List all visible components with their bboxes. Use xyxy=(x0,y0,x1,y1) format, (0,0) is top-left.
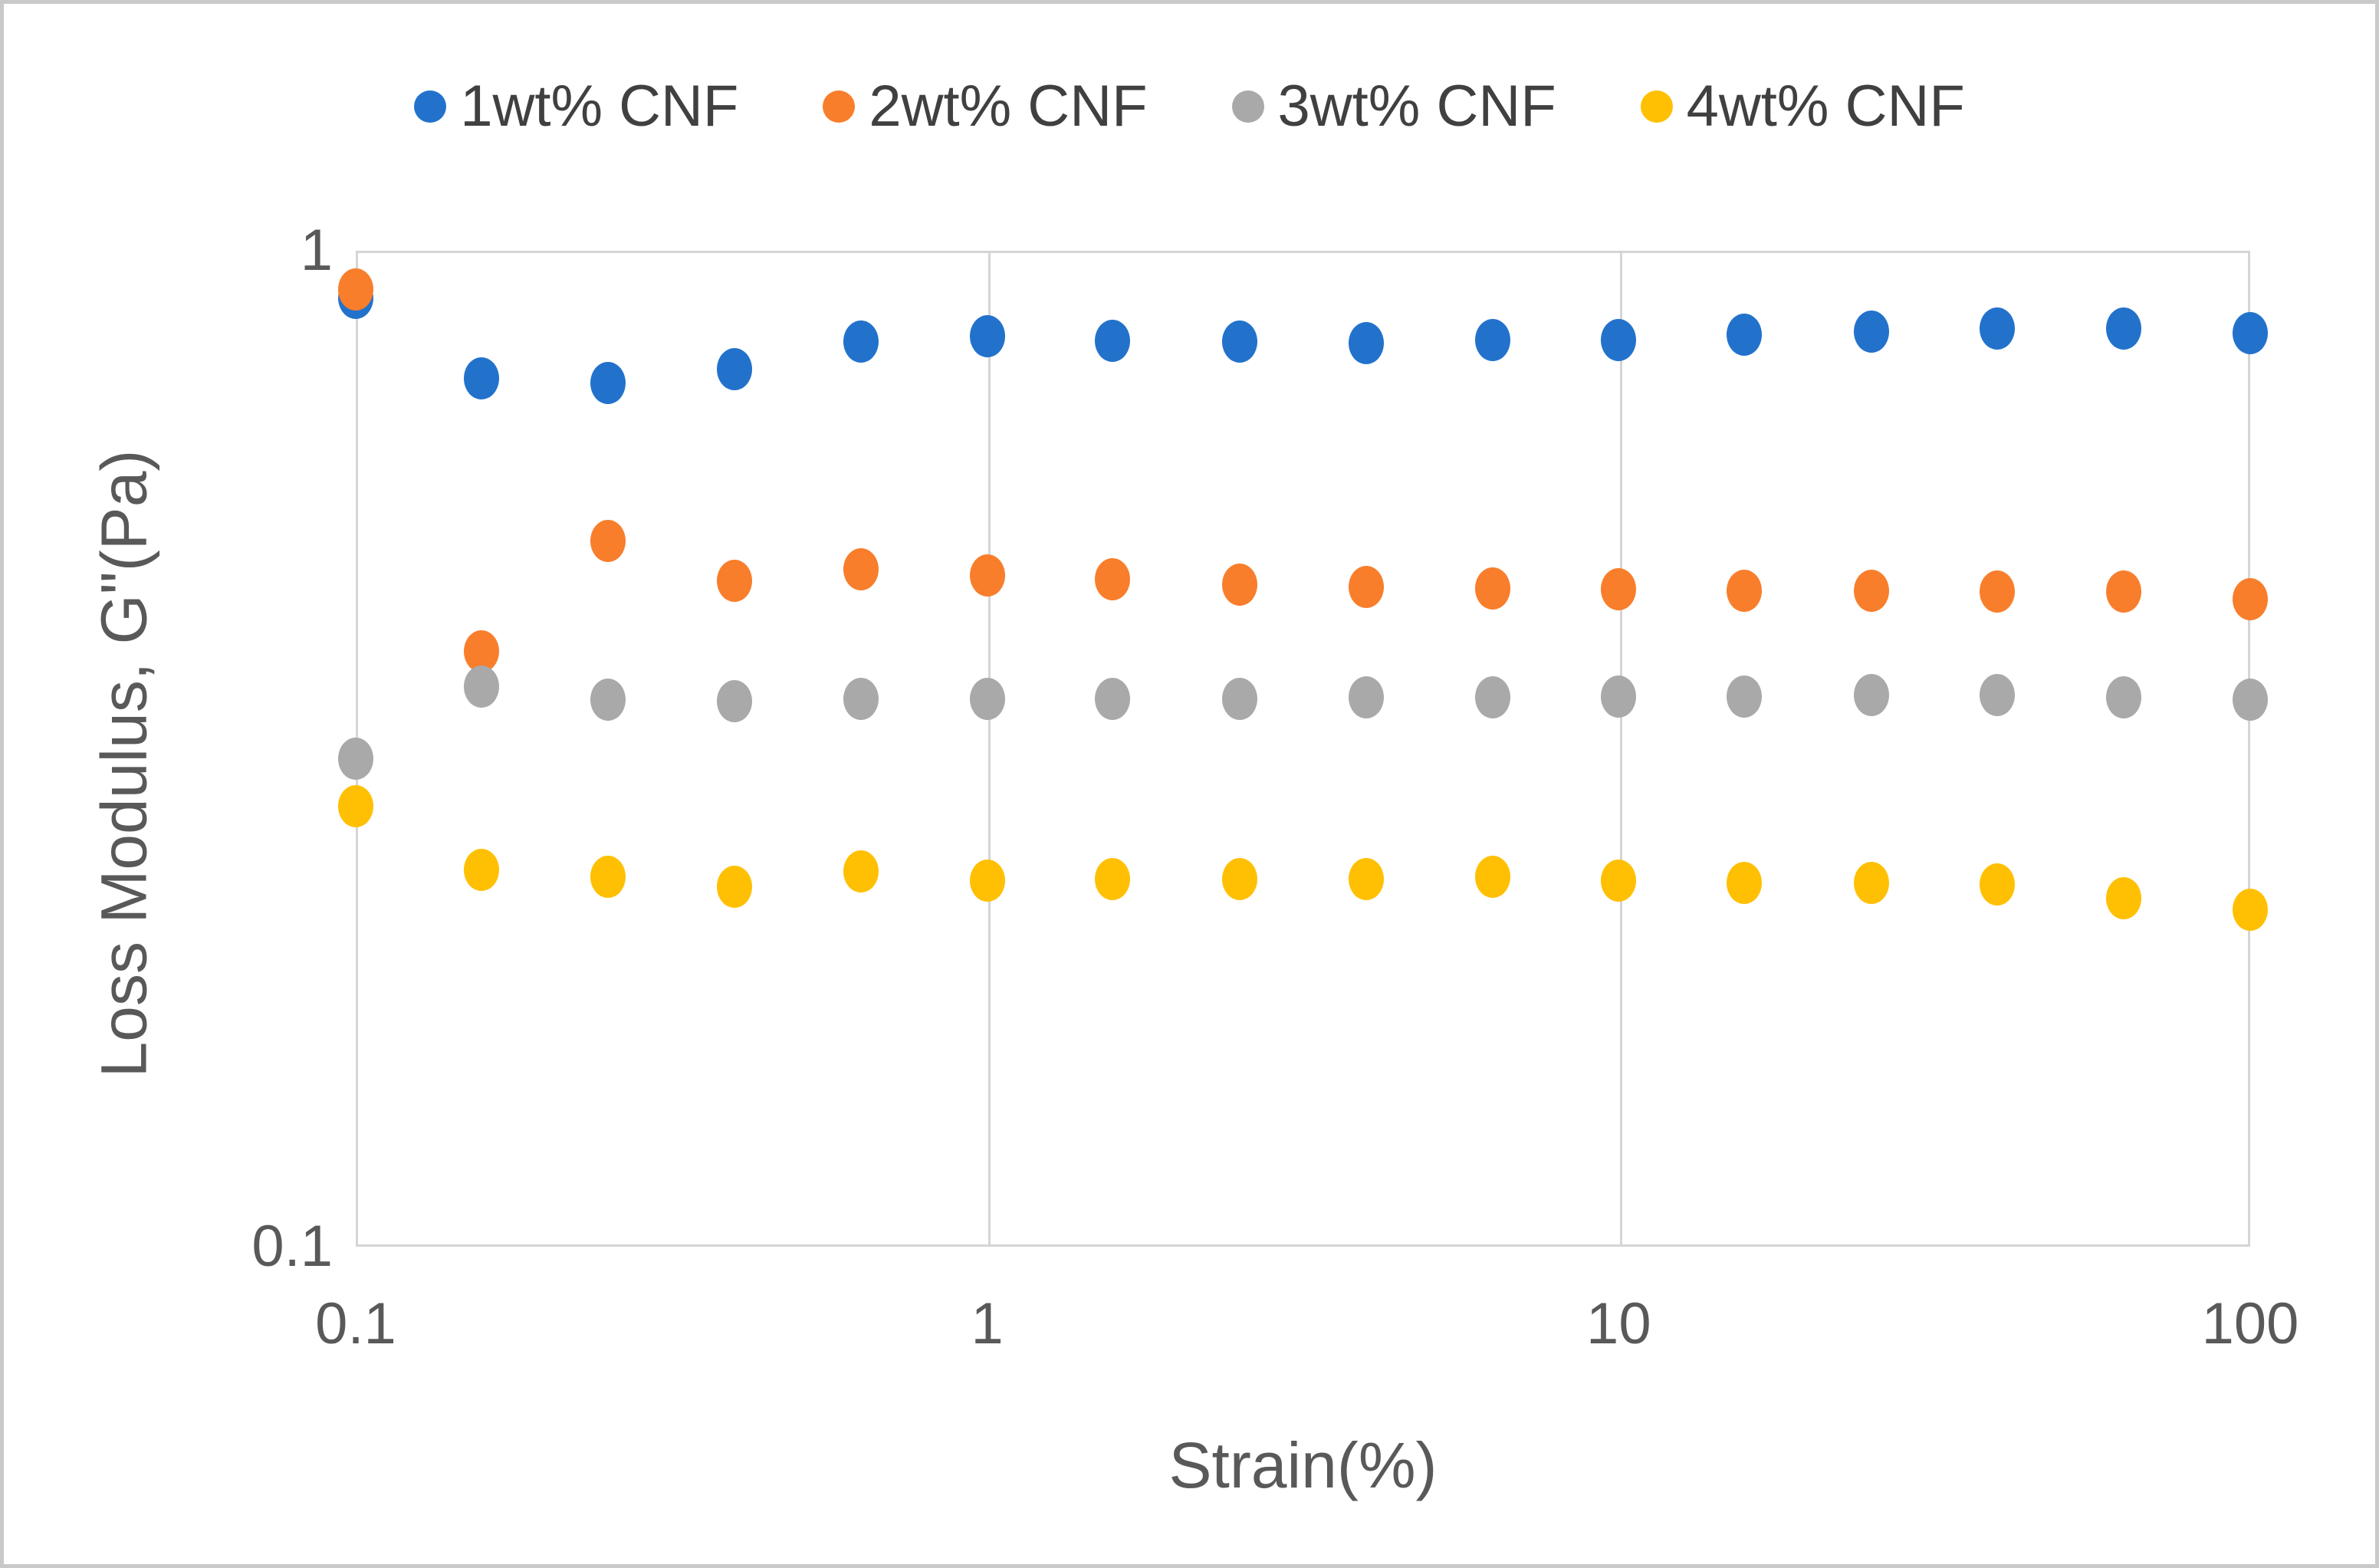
y-tick-label-1: 1 xyxy=(300,218,333,283)
y-axis-title: Loss Modulus, G"(Pa) xyxy=(87,449,160,1078)
data-point-1wt-cnf-x1.58 xyxy=(1095,319,1131,362)
data-point-3wt-cnf-x2.51 xyxy=(1221,677,1257,720)
legend-item-1wt-cnf[interactable]: 1wt% CNF xyxy=(414,77,738,136)
data-point-3wt-cnf-x0.251 xyxy=(590,679,626,722)
data-point-2wt-cnf-x15.8 xyxy=(1726,569,1762,612)
legend-marker-icon xyxy=(1231,90,1264,123)
data-point-1wt-cnf-x15.8 xyxy=(1726,313,1762,356)
legend-marker-icon xyxy=(414,90,447,123)
data-point-4wt-cnf-x63.1 xyxy=(2106,876,2142,919)
data-point-2wt-cnf-x63.1 xyxy=(2106,570,2142,613)
legend-marker-icon xyxy=(1640,90,1673,123)
legend-item-4wt-cnf[interactable]: 4wt% CNF xyxy=(1640,74,1965,139)
legend-label: 3wt% CNF xyxy=(1277,74,1556,139)
data-point-3wt-cnf-x6.31 xyxy=(1474,676,1510,719)
data-point-2wt-cnf-x6.31 xyxy=(1474,567,1510,610)
data-point-4wt-cnf-x0.158 xyxy=(463,848,499,891)
data-point-3wt-cnf-x39.8 xyxy=(1980,674,2016,716)
legend-label: 4wt% CNF xyxy=(1686,74,1965,139)
data-point-1wt-cnf-x63.1 xyxy=(2106,307,2142,350)
data-point-3wt-cnf-x0.158 xyxy=(463,666,499,708)
data-point-1wt-cnf-x0.251 xyxy=(590,361,626,404)
x-tick-label-0.1: 0.1 xyxy=(315,1291,396,1356)
y-tick-label-0.1: 0.1 xyxy=(251,1214,333,1279)
data-point-4wt-cnf-x3.98 xyxy=(1348,857,1384,900)
data-point-4wt-cnf-x10 xyxy=(1601,860,1637,902)
legend-marker-icon xyxy=(823,90,856,123)
data-point-3wt-cnf-x0.631 xyxy=(843,677,879,720)
data-point-1wt-cnf-x3.98 xyxy=(1348,322,1384,365)
data-point-4wt-cnf-x6.31 xyxy=(1474,856,1510,899)
data-point-4wt-cnf-x15.8 xyxy=(1726,861,1762,904)
data-point-3wt-cnf-x3.98 xyxy=(1348,676,1384,719)
data-point-4wt-cnf-x100 xyxy=(2233,888,2268,931)
data-point-2wt-cnf-x39.8 xyxy=(1980,570,2016,613)
data-point-1wt-cnf-x25.1 xyxy=(1853,310,1889,353)
legend-label: 2wt% CNF xyxy=(869,74,1148,139)
legend: 1wt% CNF 2wt% CNF 3wt% CNF 4wt% CNF xyxy=(4,77,2375,136)
data-point-3wt-cnf-x0.398 xyxy=(717,679,753,722)
data-point-4wt-cnf-x0.631 xyxy=(843,850,879,893)
data-point-2wt-cnf-x1.58 xyxy=(1095,557,1131,600)
data-point-2wt-cnf-x3.98 xyxy=(1348,565,1384,608)
legend-label: 1wt% CNF xyxy=(460,74,739,139)
data-point-2wt-cnf-x1 xyxy=(969,554,1005,597)
data-point-4wt-cnf-x25.1 xyxy=(1853,861,1889,904)
data-point-3wt-cnf-x25.1 xyxy=(1853,674,1889,716)
data-point-2wt-cnf-x0.631 xyxy=(843,547,879,590)
data-point-3wt-cnf-x1.58 xyxy=(1095,677,1131,720)
data-point-1wt-cnf-x10 xyxy=(1601,319,1637,362)
data-point-4wt-cnf-x1.58 xyxy=(1095,857,1131,900)
data-point-2wt-cnf-x0.1 xyxy=(338,268,373,311)
data-point-1wt-cnf-x1 xyxy=(969,315,1005,358)
x-tick-label-100: 100 xyxy=(2201,1291,2299,1356)
data-point-3wt-cnf-x10 xyxy=(1601,675,1637,718)
x-tick-label-1: 1 xyxy=(971,1291,1004,1356)
x-axis-title: Strain(%) xyxy=(1168,1429,1438,1501)
data-point-4wt-cnf-x39.8 xyxy=(1980,863,2016,906)
data-point-2wt-cnf-x0.158 xyxy=(463,630,499,673)
data-point-1wt-cnf-x39.8 xyxy=(1980,307,2016,350)
data-point-2wt-cnf-x2.51 xyxy=(1221,564,1257,606)
x-tick-label-10: 10 xyxy=(1586,1291,1651,1356)
data-point-4wt-cnf-x0.398 xyxy=(717,865,753,908)
data-point-2wt-cnf-x25.1 xyxy=(1853,569,1889,612)
data-point-2wt-cnf-x10 xyxy=(1601,568,1637,611)
data-point-1wt-cnf-x0.158 xyxy=(463,357,499,399)
gridline-x-1 xyxy=(988,253,991,1244)
data-point-4wt-cnf-x2.51 xyxy=(1221,857,1257,900)
gridline-x-10 xyxy=(1619,253,1622,1244)
data-point-3wt-cnf-x0.1 xyxy=(338,738,373,781)
data-point-1wt-cnf-x100 xyxy=(2233,312,2268,355)
data-point-4wt-cnf-x0.251 xyxy=(590,856,626,899)
data-point-1wt-cnf-x0.631 xyxy=(843,321,879,363)
data-point-4wt-cnf-x1 xyxy=(969,860,1005,902)
data-point-3wt-cnf-x1 xyxy=(969,677,1005,720)
data-point-2wt-cnf-x0.251 xyxy=(590,520,626,563)
legend-item-3wt-cnf[interactable]: 3wt% CNF xyxy=(1231,74,1556,139)
data-point-2wt-cnf-x100 xyxy=(2233,577,2268,620)
data-point-3wt-cnf-x100 xyxy=(2233,679,2268,722)
data-point-1wt-cnf-x2.51 xyxy=(1221,321,1257,363)
data-point-3wt-cnf-x63.1 xyxy=(2106,676,2142,719)
plot-area xyxy=(338,251,2268,1247)
data-point-1wt-cnf-x0.398 xyxy=(717,348,753,391)
data-point-1wt-cnf-x6.31 xyxy=(1474,319,1510,362)
data-point-3wt-cnf-x15.8 xyxy=(1726,675,1762,718)
legend-item-2wt-cnf[interactable]: 2wt% CNF xyxy=(823,74,1148,139)
data-point-4wt-cnf-x0.1 xyxy=(338,784,373,827)
data-point-2wt-cnf-x0.398 xyxy=(717,560,753,603)
